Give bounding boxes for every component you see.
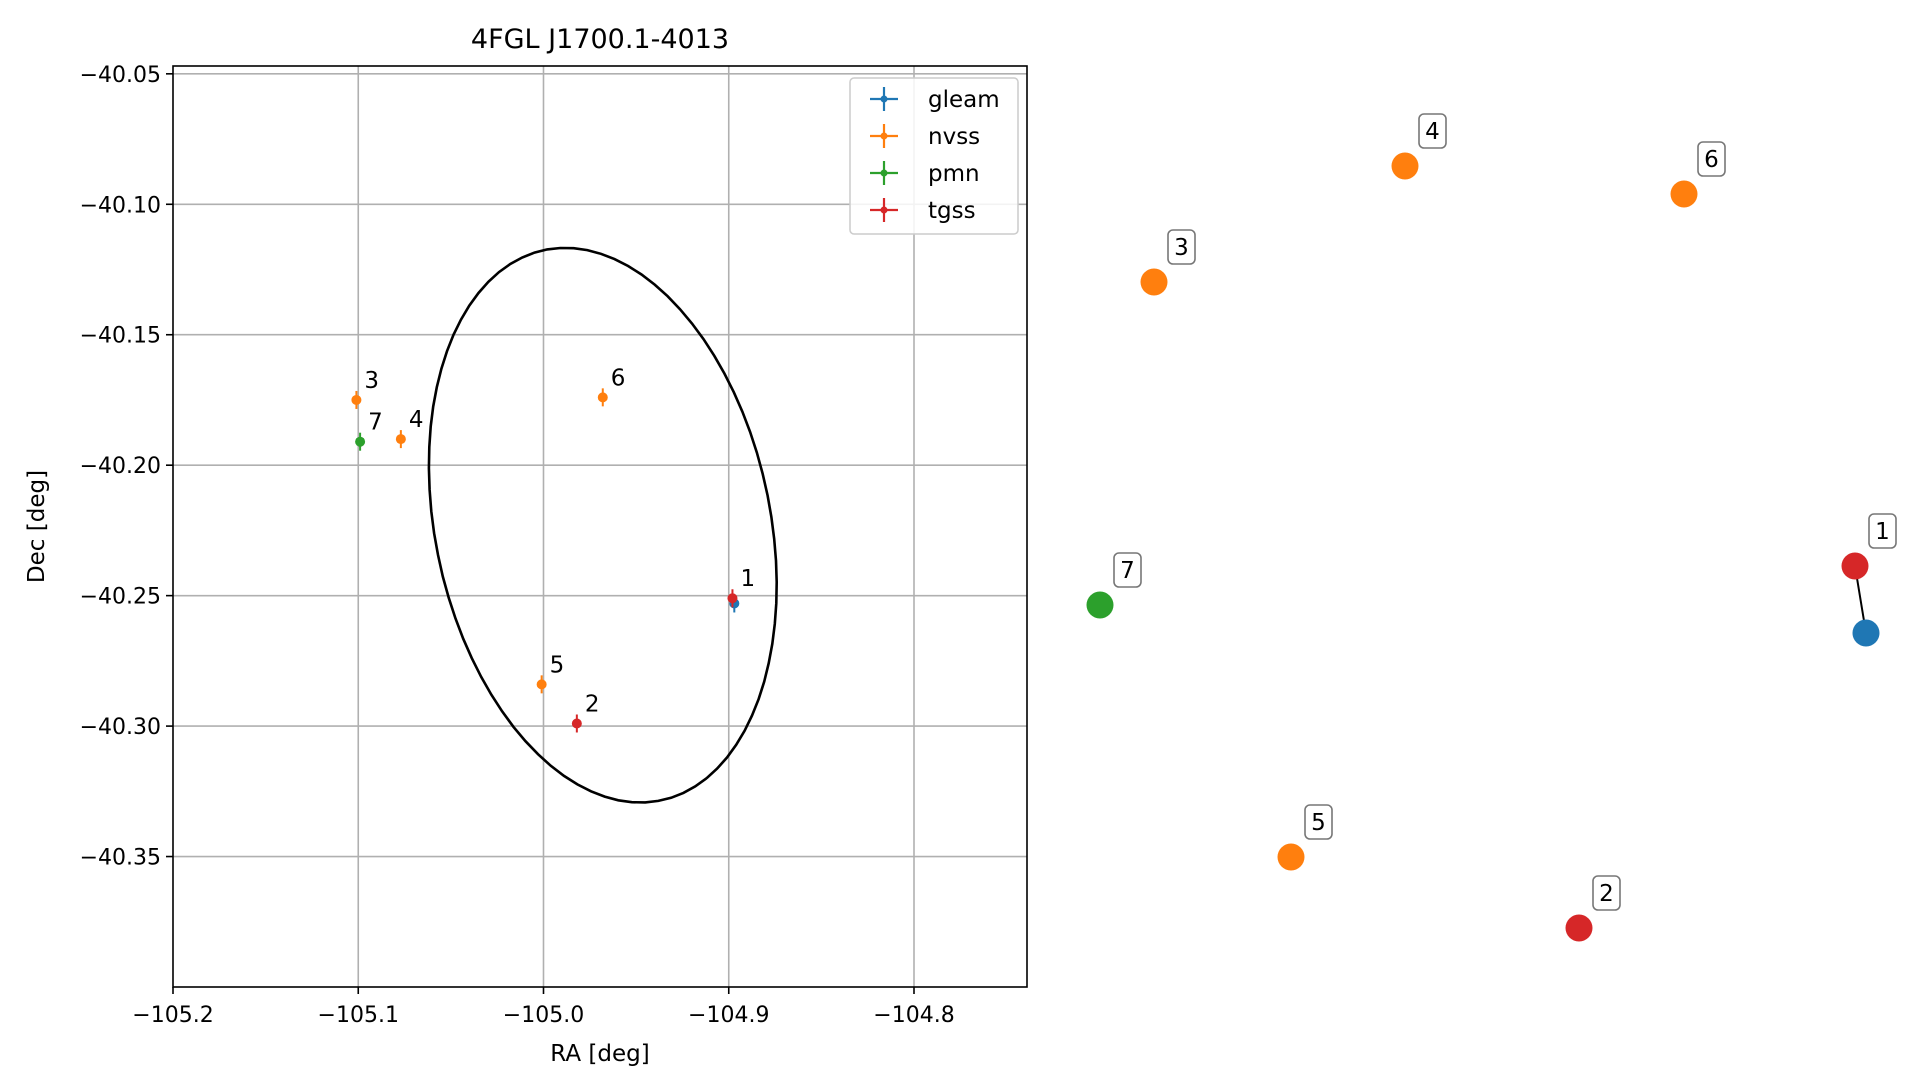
tgss-marker [571,718,582,729]
graph-node-label-box [1592,875,1621,911]
x-tick-label: −104.9 [688,1003,769,1028]
nvss-point [351,390,362,409]
point-label: 2 [585,691,600,717]
legend: gleam nvss pmn tgss [849,77,1019,235]
pmn-point [355,432,366,451]
nvss-point [597,388,608,407]
graph-node [1086,591,1114,619]
legend-entry-tgss: tgss [870,198,976,224]
graph-node-label: 6 [1704,147,1719,173]
graph-node [1140,268,1168,296]
y-axis-label: Dec [deg] [24,470,50,583]
chart-title: 4FGL J1700.1-4013 [471,24,729,55]
x-tick-label: −105.1 [318,1003,399,1028]
y-tick-label: −40.05 [80,63,161,88]
point-label: 6 [611,365,626,391]
legend-entry-nvss: nvss [870,124,980,150]
y-tick-label: −40.20 [80,454,161,479]
graph-panel: 1 2 3 4 5 6 7 [1086,113,1897,942]
data-points-layer [351,388,740,733]
legend-box [849,77,1019,235]
point-label: 7 [368,410,383,436]
tgss-point [571,714,582,733]
x-axis-label: RA [deg] [550,1041,649,1067]
graph-node-label: 2 [1599,881,1614,907]
legend-label: tgss [928,198,976,224]
y-tick-label: −40.10 [80,193,161,218]
legend-entry-gleam: gleam [870,87,1000,113]
legend-label: pmn [928,161,980,187]
graph-node-label-box [1113,552,1142,588]
grid [173,66,1027,987]
nvss-marker [536,679,547,690]
nvss-marker [351,394,362,405]
nvss-point [536,675,547,694]
graph-node-label: 7 [1120,558,1135,584]
graph-node-label-box [1167,229,1196,265]
point-label: 4 [409,407,424,433]
graph-node-label: 5 [1311,810,1326,836]
axes-frame [172,65,1028,988]
graph-node-label: 4 [1425,119,1440,145]
legend-entry-pmn: pmn [870,161,980,187]
legend-marker-dot [880,169,888,177]
point-label: 3 [364,368,379,394]
graph-node-label: 3 [1174,235,1189,261]
graph-node [1277,843,1305,871]
graph-node-label-box [1868,513,1897,549]
uncertainty-ellipse [427,246,779,804]
nvss-marker [395,434,406,445]
legend-label: nvss [928,124,980,150]
uncertainty-ellipse-layer [427,246,779,804]
legend-marker-dot [880,206,888,214]
graph-node [1841,552,1869,580]
ticks-layer: −105.2 −105.1 −105.0 −104.9 −104.8 −40.05 −40.… [80,63,955,1028]
legend-marker-dot [880,95,888,103]
tgss-marker [727,593,738,604]
nvss-marker [597,392,608,403]
point-label: 1 [740,566,755,592]
legend-label: gleam [928,87,1000,113]
point-labels-layer: 1 2 3 4 5 6 7 [364,365,755,717]
graph-node-label-box [1304,804,1333,840]
y-tick-label: −40.25 [80,585,161,610]
graph-node [1852,619,1880,647]
nvss-point [395,430,406,449]
point-label: 5 [550,652,565,678]
tgss-point [727,589,738,608]
y-tick-label: −40.35 [80,846,161,871]
y-tick-label: −40.15 [80,324,161,349]
graph-node [1391,152,1419,180]
graph-node-label-box [1697,141,1726,177]
graph-node-label-box [1418,113,1447,149]
pmn-marker [355,436,366,447]
graph-node [1670,180,1698,208]
x-tick-label: −105.2 [132,1003,213,1028]
graph-node [1565,914,1593,942]
x-tick-label: −104.8 [873,1003,954,1028]
legend-marker-dot [880,132,888,140]
graph-node-label: 1 [1875,519,1890,545]
y-tick-label: −40.30 [80,715,161,740]
x-tick-label: −105.0 [503,1003,584,1028]
